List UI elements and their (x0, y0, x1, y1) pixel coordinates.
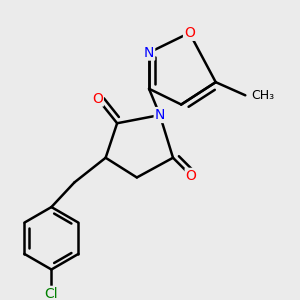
Text: O: O (92, 92, 103, 106)
Text: N: N (144, 46, 154, 60)
Text: CH₃: CH₃ (251, 89, 274, 102)
Text: O: O (184, 26, 195, 40)
Text: O: O (186, 169, 196, 183)
Text: Cl: Cl (45, 287, 58, 300)
Text: N: N (155, 108, 165, 122)
